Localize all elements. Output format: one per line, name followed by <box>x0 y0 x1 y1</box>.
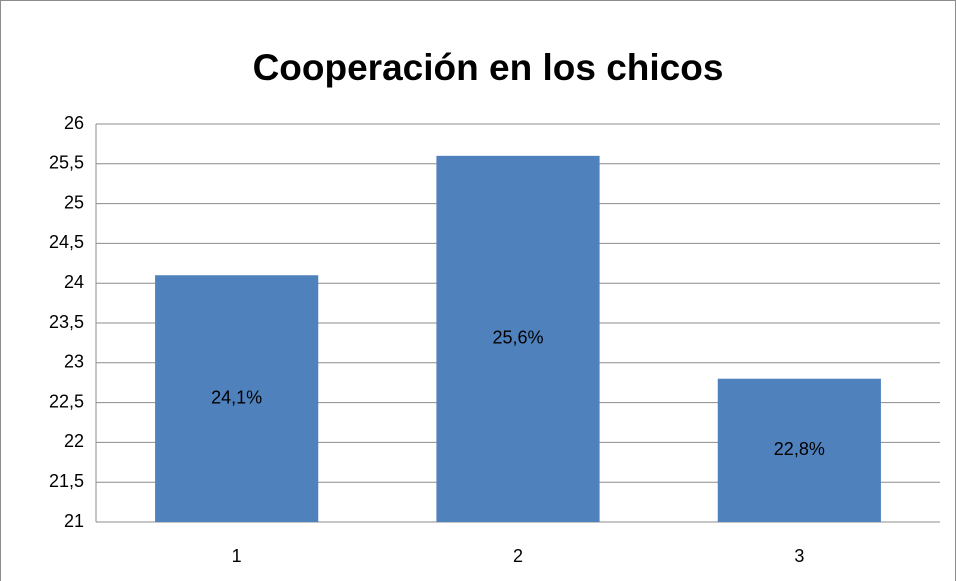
y-tick-label: 22,5 <box>49 391 84 411</box>
chart-title: Cooperación en los chicos <box>253 47 724 88</box>
y-tick-label: 24 <box>64 272 84 292</box>
y-tick-label: 21,5 <box>49 471 84 491</box>
y-tick-label: 23,5 <box>49 312 84 332</box>
data-label: 25,6% <box>492 328 543 348</box>
y-tick-label: 25,5 <box>49 153 84 173</box>
y-tick-label: 21 <box>64 511 84 531</box>
y-tick-label: 23 <box>64 352 84 372</box>
x-tick-label: 3 <box>794 546 804 566</box>
x-tick-label: 2 <box>513 546 523 566</box>
bar <box>717 378 881 522</box>
y-tick-label: 24,5 <box>49 232 84 252</box>
bar <box>155 275 319 522</box>
y-tick-label: 25 <box>64 192 84 212</box>
bar <box>436 155 600 522</box>
x-tick-label: 1 <box>232 546 242 566</box>
y-tick-label: 22 <box>64 431 84 451</box>
y-tick-label: 26 <box>64 113 84 133</box>
data-label: 22,8% <box>774 439 825 459</box>
data-label: 24,1% <box>211 387 262 407</box>
